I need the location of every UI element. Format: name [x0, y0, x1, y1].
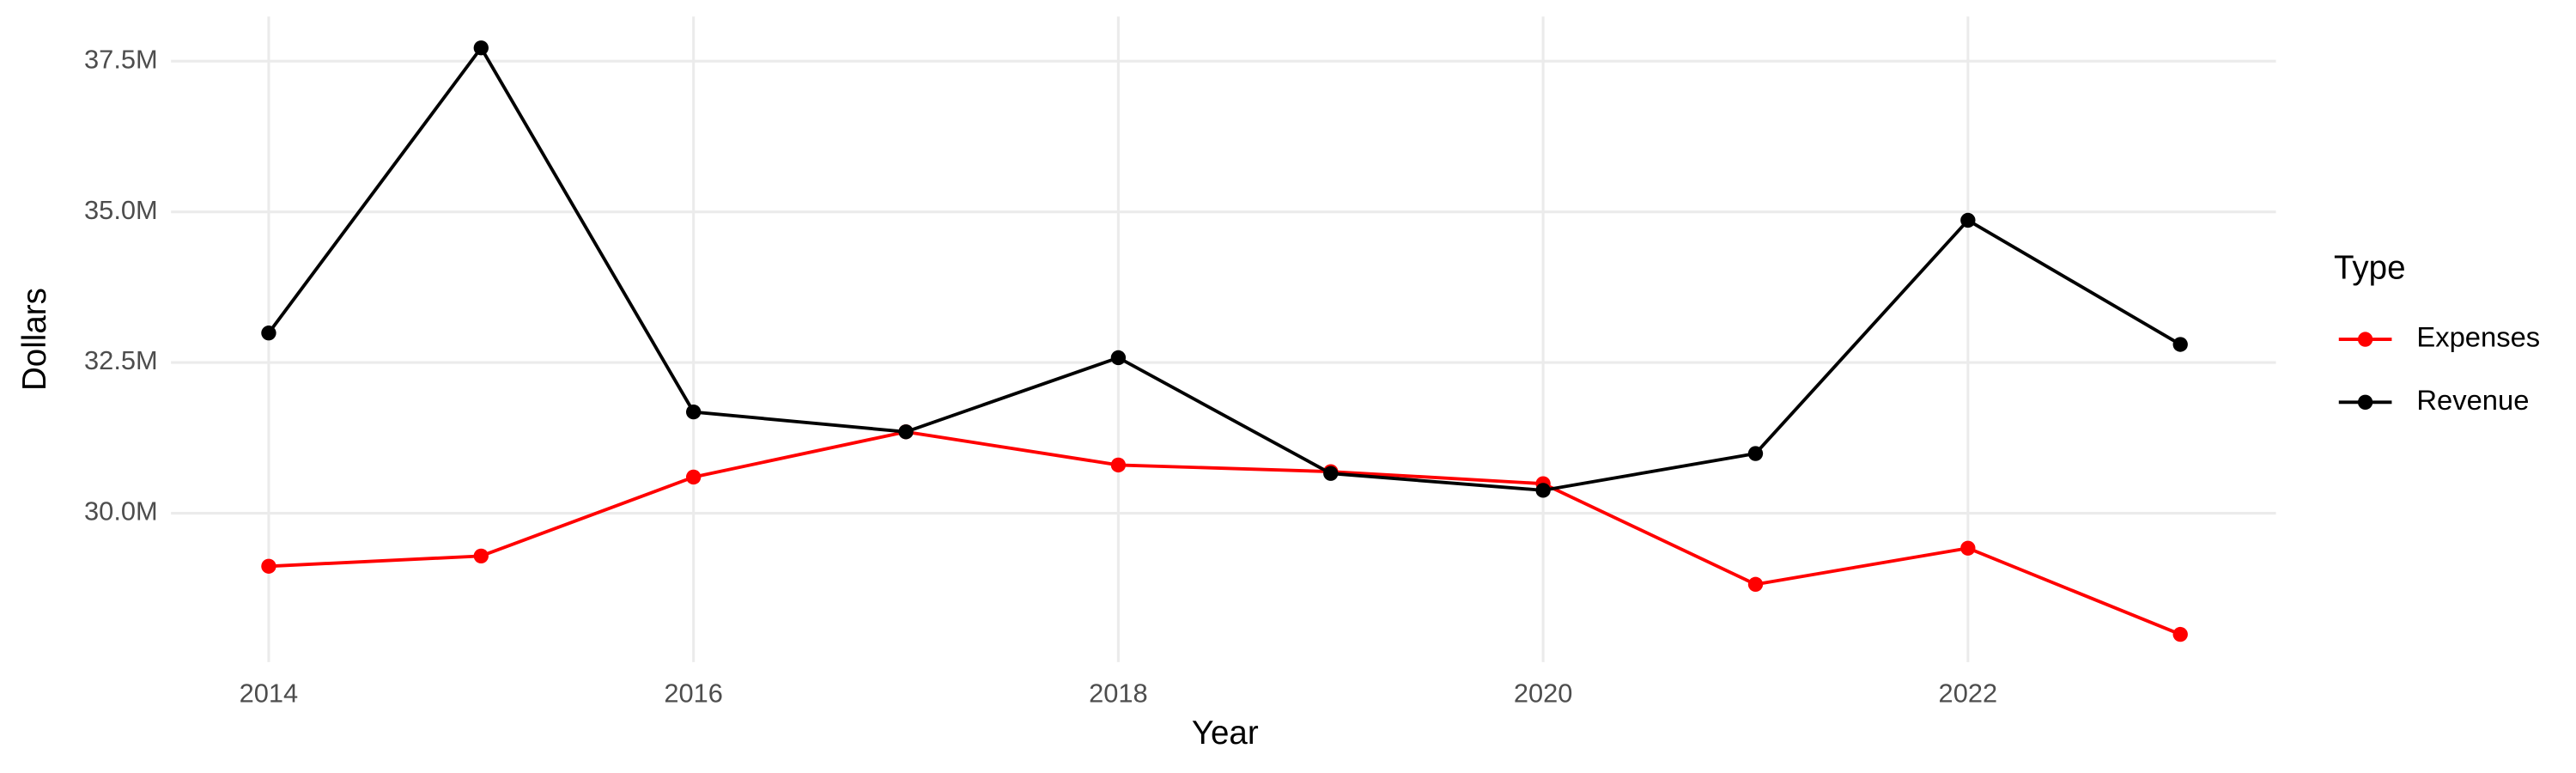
data-point — [261, 558, 276, 574]
data-point — [473, 548, 489, 564]
legend-label: Expenses — [2416, 321, 2540, 353]
data-point — [1960, 212, 1976, 228]
data-point — [1110, 350, 1127, 366]
data-point — [1747, 576, 1764, 593]
data-point — [261, 326, 276, 341]
data-point — [685, 469, 702, 485]
y-tick-label: 35.0M — [84, 195, 158, 225]
series-line — [267, 45, 2182, 492]
data-point — [898, 424, 914, 440]
y-tick-label: 37.5M — [84, 44, 158, 74]
x-tick-label: 2020 — [1514, 679, 1573, 709]
data-point — [1323, 466, 1339, 481]
x-tick-label: 2022 — [1939, 679, 1998, 709]
legend-swatch-point — [2357, 394, 2373, 410]
y-tick-label: 32.5M — [84, 345, 158, 375]
data-point — [1535, 483, 1551, 498]
y-axis-label: Dollars — [16, 288, 53, 391]
x-tick-label: 2018 — [1089, 679, 1148, 709]
data-point — [2172, 626, 2188, 642]
legend-swatch-point — [2357, 332, 2373, 347]
legend-label: Revenue — [2416, 384, 2529, 416]
series-line — [268, 429, 2181, 636]
x-tick-label: 2016 — [664, 679, 723, 709]
data-point — [2172, 337, 2188, 352]
data-point — [1747, 446, 1764, 461]
legend-title: Type — [2334, 249, 2406, 286]
x-tick-label: 2014 — [240, 679, 299, 709]
y-tick-label: 30.0M — [84, 496, 158, 526]
data-point — [1960, 540, 1976, 556]
data-point — [685, 404, 702, 420]
data-point — [473, 40, 489, 56]
x-axis-label: Year — [1192, 715, 1259, 752]
data-point — [1110, 457, 1127, 473]
